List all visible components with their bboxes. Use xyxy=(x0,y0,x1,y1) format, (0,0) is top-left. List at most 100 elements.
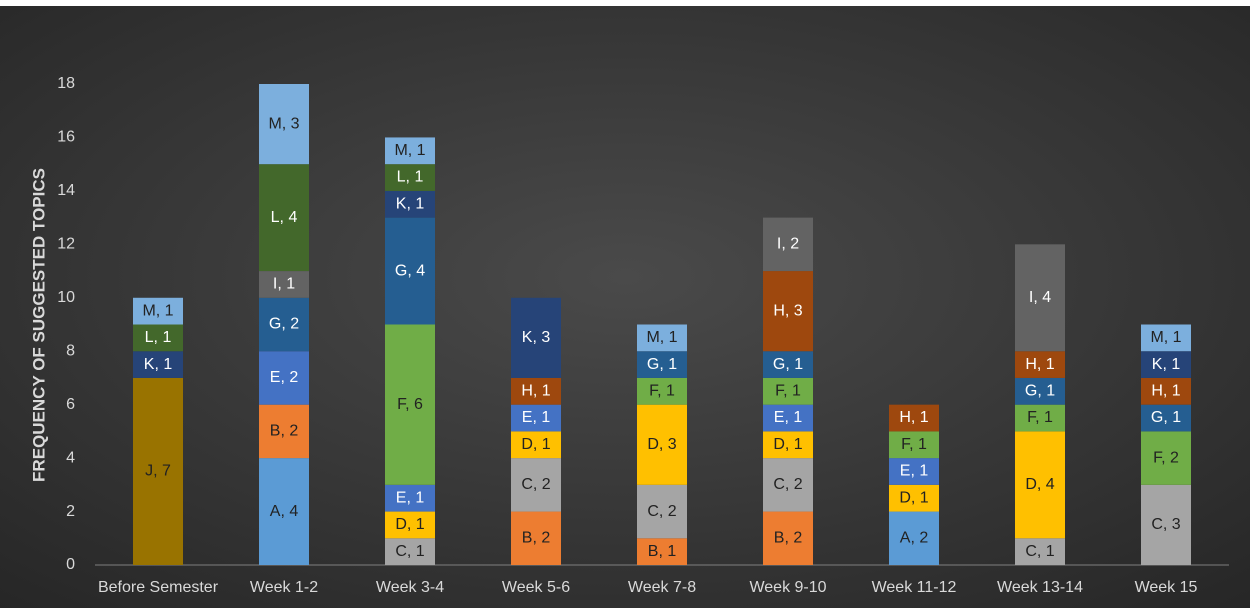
segment-label: B, 1 xyxy=(648,543,677,560)
bar-segment xyxy=(133,297,183,325)
segment-label: F, 1 xyxy=(649,383,675,400)
segment-label: F, 1 xyxy=(901,436,927,453)
segment-label: F, 2 xyxy=(1153,449,1179,466)
bar-segment xyxy=(259,297,309,352)
bar-segment xyxy=(133,377,183,565)
segment-label: A, 2 xyxy=(900,529,929,546)
bar-segment xyxy=(259,271,309,298)
x-tick-label: Week 11-12 xyxy=(872,579,957,596)
bar-segment xyxy=(385,538,435,565)
segment-label: F, 1 xyxy=(1027,409,1053,426)
segment-label: G, 2 xyxy=(269,316,299,333)
y-tick-label: 2 xyxy=(66,503,75,520)
segment-label: C, 2 xyxy=(521,476,550,493)
bar-segment xyxy=(1015,351,1065,378)
segment-label: L, 1 xyxy=(397,169,424,186)
segment-label: A, 4 xyxy=(270,503,299,520)
y-axis-label: FREQUENCY OF SUGGESTED TOPICS xyxy=(29,168,48,482)
segment-label: H, 1 xyxy=(1025,356,1054,373)
segment-label: E, 1 xyxy=(900,463,929,480)
bar-segment xyxy=(1015,244,1065,352)
bar-segment xyxy=(1141,324,1191,352)
y-tick-label: 6 xyxy=(66,396,75,413)
bar-segment xyxy=(1015,431,1065,539)
bar-segment xyxy=(133,324,183,352)
bar-segment xyxy=(1141,377,1191,405)
segment-label: J, 7 xyxy=(145,463,171,480)
y-tick-label: 8 xyxy=(66,342,75,359)
segment-label: K, 1 xyxy=(1152,356,1181,373)
bar-segment xyxy=(637,538,687,565)
x-tick-label: Week 7-8 xyxy=(628,579,696,596)
segment-label: K, 3 xyxy=(522,329,551,346)
bar-segment xyxy=(259,404,309,459)
bar-segment xyxy=(1141,404,1191,432)
bar-segment xyxy=(637,351,687,378)
segment-label: D, 1 xyxy=(773,436,802,453)
y-tick-label: 4 xyxy=(66,449,75,466)
bar-segment xyxy=(385,217,435,325)
bar-segment xyxy=(511,404,561,432)
bar-segment xyxy=(763,431,813,459)
segment-label: M, 3 xyxy=(268,115,299,132)
y-tick-label: 10 xyxy=(57,289,75,306)
x-tick-label: Week 3-4 xyxy=(376,579,444,596)
segment-label: F, 1 xyxy=(775,383,801,400)
bar-segment xyxy=(133,351,183,378)
segment-label: C, 2 xyxy=(647,503,676,520)
bar-segment xyxy=(637,324,687,352)
bar-segment xyxy=(637,484,687,539)
bar-segment xyxy=(511,431,561,459)
bar-segment xyxy=(763,511,813,565)
segment-label: D, 3 xyxy=(647,436,676,453)
segment-label: E, 1 xyxy=(774,409,803,426)
bar-segment xyxy=(511,377,561,405)
bar-segment xyxy=(889,484,939,512)
x-tick-label: Week 15 xyxy=(1135,579,1198,596)
bar-segment xyxy=(511,297,561,378)
y-tick-label: 12 xyxy=(57,236,75,253)
segment-label: C, 2 xyxy=(773,476,802,493)
bar-segment xyxy=(763,351,813,378)
bar-segment xyxy=(385,164,435,191)
bar-segment xyxy=(385,137,435,165)
segment-label: B, 2 xyxy=(270,423,299,440)
bar-segment xyxy=(385,190,435,218)
x-tick-label: Week 9-10 xyxy=(749,579,826,596)
bar-segment xyxy=(1015,538,1065,565)
segment-label: G, 1 xyxy=(1025,383,1055,400)
x-tick-label: Week 13-14 xyxy=(997,579,1083,596)
bar-segment xyxy=(763,217,813,272)
bar-segment xyxy=(637,377,687,405)
segment-label: C, 1 xyxy=(1025,543,1054,560)
segment-label: C, 1 xyxy=(395,543,424,560)
bar-segment xyxy=(1141,351,1191,378)
bar-segment xyxy=(763,404,813,432)
segment-label: M, 1 xyxy=(394,142,425,159)
bar-segment xyxy=(385,511,435,539)
bar-segment xyxy=(385,324,435,485)
segment-label: I, 2 xyxy=(777,236,799,253)
segment-label: M, 1 xyxy=(646,329,677,346)
segment-label: G, 1 xyxy=(773,356,803,373)
segment-label: E, 1 xyxy=(396,489,425,506)
segment-label: K, 1 xyxy=(396,195,425,212)
y-tick-label: 18 xyxy=(57,75,75,92)
x-tick-label: Week 5-6 xyxy=(502,579,570,596)
y-tick-label: 14 xyxy=(57,182,75,199)
segment-label: G, 4 xyxy=(395,262,425,279)
segment-label: G, 1 xyxy=(1151,409,1181,426)
segment-label: H, 3 xyxy=(773,302,802,319)
x-tick-label: Before Semester xyxy=(98,579,219,596)
segment-label: M, 1 xyxy=(142,302,173,319)
y-tick-label: 0 xyxy=(66,556,75,573)
segment-label: E, 2 xyxy=(270,369,299,386)
segment-label: K, 1 xyxy=(144,356,173,373)
segment-label: F, 6 xyxy=(397,396,423,413)
bar-segment xyxy=(259,164,309,272)
segment-label: D, 1 xyxy=(395,516,424,533)
bar-segment xyxy=(1015,404,1065,432)
bar-segment xyxy=(1015,377,1065,405)
segment-label: L, 1 xyxy=(145,329,172,346)
